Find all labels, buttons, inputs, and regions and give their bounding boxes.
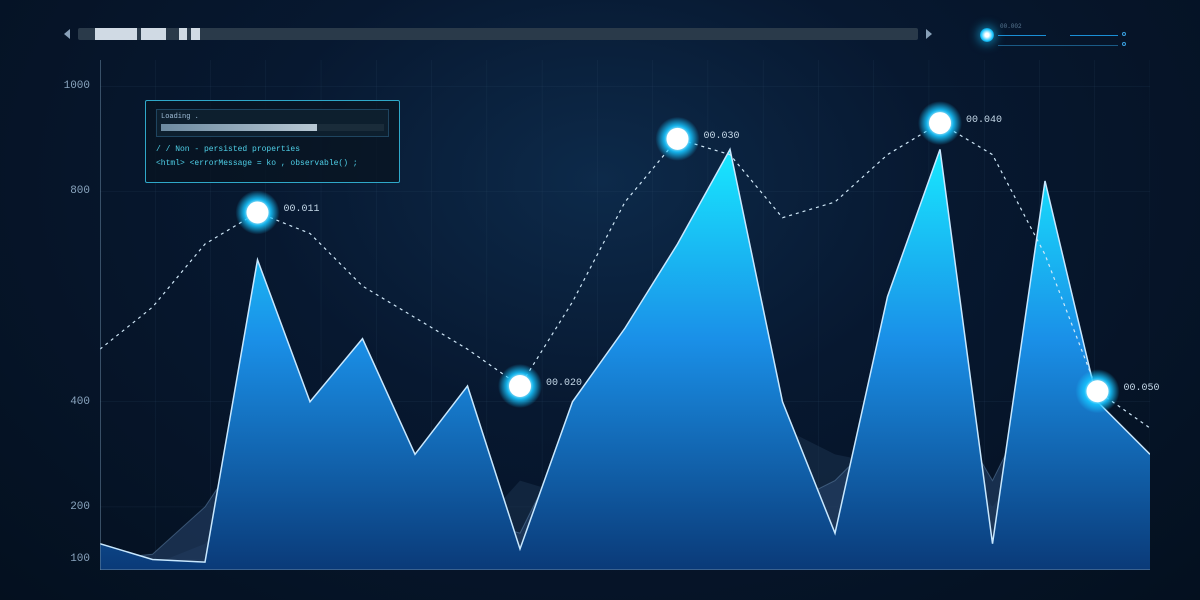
data-node-label: 00.050: [1124, 383, 1160, 394]
hud-wire-bottom: [998, 45, 1118, 46]
data-node-label: 00.040: [966, 115, 1002, 126]
loading-box: Loading .: [156, 109, 389, 137]
data-node-icon[interactable]: [247, 201, 269, 223]
code-panel: Loading . / / Non - persisted properties…: [145, 100, 400, 183]
loading-label: Loading .: [161, 113, 384, 121]
scroll-left-icon[interactable]: [64, 29, 70, 39]
y-tick-label: 800: [50, 185, 90, 197]
data-node-icon[interactable]: [509, 375, 531, 397]
data-node-icon[interactable]: [1087, 380, 1109, 402]
top-scrollbar[interactable]: [78, 28, 918, 40]
data-node-label: 00.011: [284, 204, 320, 215]
loading-bar: [161, 124, 384, 131]
data-node-icon[interactable]: [667, 128, 689, 150]
data-node-icon[interactable]: [929, 112, 951, 134]
hud-end-node-icon: [1122, 42, 1126, 46]
scrollbar-thumb-segment[interactable]: [141, 28, 166, 40]
scroll-right-icon[interactable]: [926, 29, 932, 39]
hud-wire-top: [998, 35, 1118, 36]
code-line-1: / / Non - persisted properties: [156, 143, 389, 157]
y-tick-label: 100: [50, 553, 90, 565]
chart-plot: Loading . / / Non - persisted properties…: [100, 60, 1150, 570]
hud-widget: 00.002: [980, 20, 1140, 50]
y-tick-label: 200: [50, 501, 90, 513]
data-node-label: 00.030: [704, 131, 740, 142]
scrollbar-thumb-segment[interactable]: [95, 28, 137, 40]
code-line-2: <html> <errorMessage = ko , observable()…: [156, 157, 389, 171]
hud-node-icon: [980, 28, 994, 42]
hud-label: 00.002: [1000, 23, 1022, 30]
scrollbar-thumb-segment[interactable]: [179, 28, 187, 40]
data-node-label: 00.020: [546, 378, 582, 389]
hud-end-node-icon: [1122, 32, 1126, 36]
y-tick-label: 400: [50, 396, 90, 408]
loading-bar-fill: [161, 124, 317, 131]
y-tick-label: 1000: [50, 80, 90, 92]
scrollbar-thumb-segment[interactable]: [191, 28, 199, 40]
